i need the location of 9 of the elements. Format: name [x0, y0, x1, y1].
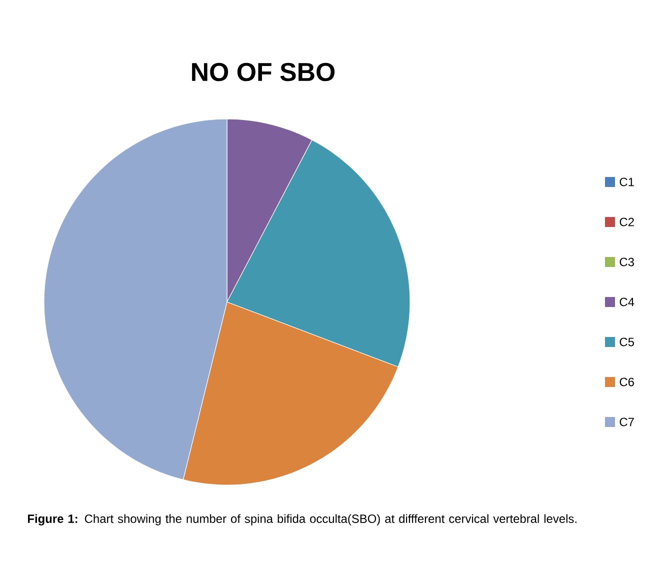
- legend-label: C4: [620, 298, 634, 306]
- chart-title: NO OF SBO: [192, 62, 335, 82]
- legend-label: C1: [620, 178, 634, 186]
- legend-label: C3: [620, 258, 634, 266]
- legend-label: C6: [620, 378, 634, 386]
- legend-label: C5: [620, 338, 634, 346]
- legend-label: C2: [620, 218, 634, 226]
- legend-label: C7: [620, 418, 634, 426]
- text: Figure 1: Chart showing the number of spina bifida occulta(SBO) at diffferent cervical vertebral levels.: [28, 514, 576, 526]
